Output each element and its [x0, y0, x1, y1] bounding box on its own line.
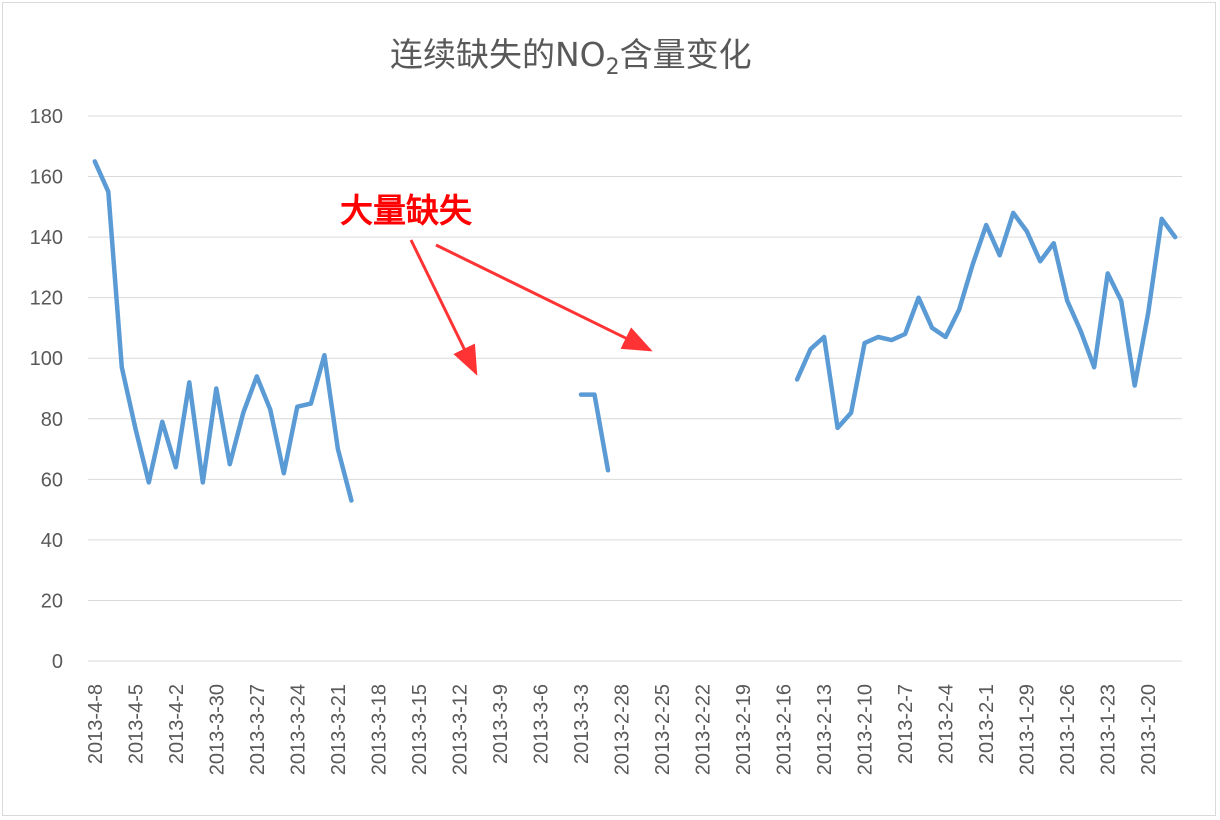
y-tick-label: 0 — [52, 651, 63, 673]
series-line-segment — [92, 159, 354, 503]
y-tick-label: 140 — [30, 227, 63, 249]
series-line-segment — [578, 392, 611, 473]
x-tick-label: 2013-3-24 — [287, 684, 309, 775]
y-tick-label: 40 — [41, 530, 63, 552]
x-tick-label: 2013-4-2 — [166, 684, 188, 764]
svg-text:连续缺失的NO2含量变化: 连续缺失的NO2含量变化 — [390, 35, 752, 80]
y-axis: 0 20 40 60 80 100 120 140 160 180 — [30, 106, 63, 673]
chart-title-suffix: 含量变化 — [620, 35, 752, 74]
x-tick-label: 2013-3-30 — [206, 684, 228, 775]
y-tick-label: 100 — [30, 348, 63, 370]
annotation-arrows — [409, 239, 653, 376]
annotation-arrow — [409, 239, 478, 376]
x-tick-label: 2013-2-25 — [652, 684, 674, 775]
gridlines — [88, 115, 1182, 662]
y-tick-label: 80 — [41, 409, 63, 431]
chart-title-subscript: 2 — [606, 55, 620, 80]
series-lines — [92, 159, 1178, 503]
x-tick-label: 2013-2-7 — [895, 684, 917, 764]
x-tick-label: 2013-4-5 — [125, 684, 147, 764]
x-tick-label: 2013-1-23 — [1098, 684, 1120, 775]
x-tick-label: 2013-1-20 — [1138, 684, 1160, 775]
chart-title: 连续缺失的NO2含量变化 — [390, 35, 752, 80]
y-tick-label: 60 — [41, 469, 63, 491]
x-tick-label: 2013-3-12 — [449, 684, 471, 775]
y-tick-label: 20 — [41, 590, 63, 612]
series-line-segment — [794, 210, 1178, 431]
x-tick-label: 2013-2-4 — [936, 684, 958, 764]
x-tick-label: 2013-2-28 — [611, 684, 633, 775]
x-tick-label: 2013-3-21 — [328, 684, 350, 775]
y-tick-label: 180 — [30, 106, 63, 128]
x-tick-label: 2013-3-27 — [247, 684, 269, 775]
annotation: 大量缺失 — [340, 191, 653, 376]
x-tick-label: 2013-2-22 — [693, 684, 715, 775]
annotation-arrow — [435, 243, 653, 352]
x-tick-label: 2013-2-13 — [814, 684, 836, 775]
chart-title-main: 连续缺失的NO — [390, 35, 606, 74]
x-tick-label: 2013-3-15 — [409, 684, 431, 775]
x-tick-label: 2013-3-3 — [571, 684, 593, 764]
x-tick-label: 2013-2-19 — [733, 684, 755, 775]
x-tick-label: 2013-2-10 — [855, 684, 877, 775]
x-tick-label: 2013-1-29 — [1017, 684, 1039, 775]
x-tick-label: 2013-3-18 — [368, 684, 390, 775]
x-tick-label: 2013-3-6 — [530, 684, 552, 764]
x-axis: 2013-4-8 2013-4-5 2013-4-2 2013-3-30 2013-3-… — [85, 684, 1160, 775]
x-tick-label: 2013-1-26 — [1057, 684, 1079, 775]
y-tick-label: 160 — [30, 167, 63, 189]
x-tick-label: 2013-2-1 — [976, 684, 998, 764]
x-tick-label: 2013-3-9 — [490, 684, 512, 764]
x-tick-label: 2013-2-16 — [774, 684, 796, 775]
x-tick-label: 2013-4-8 — [85, 684, 107, 764]
annotation-text: 大量缺失 — [340, 191, 473, 230]
y-tick-label: 120 — [30, 288, 63, 310]
